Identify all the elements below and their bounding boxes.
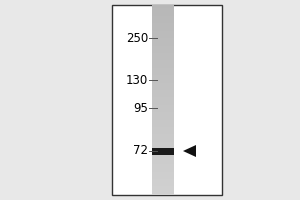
Bar — [152, 148, 174, 154]
Polygon shape — [183, 145, 196, 157]
Bar — [112, 5, 222, 195]
Text: 72: 72 — [133, 144, 148, 158]
Text: 250: 250 — [126, 31, 148, 45]
Text: 95: 95 — [133, 102, 148, 114]
Text: 130: 130 — [126, 73, 148, 86]
